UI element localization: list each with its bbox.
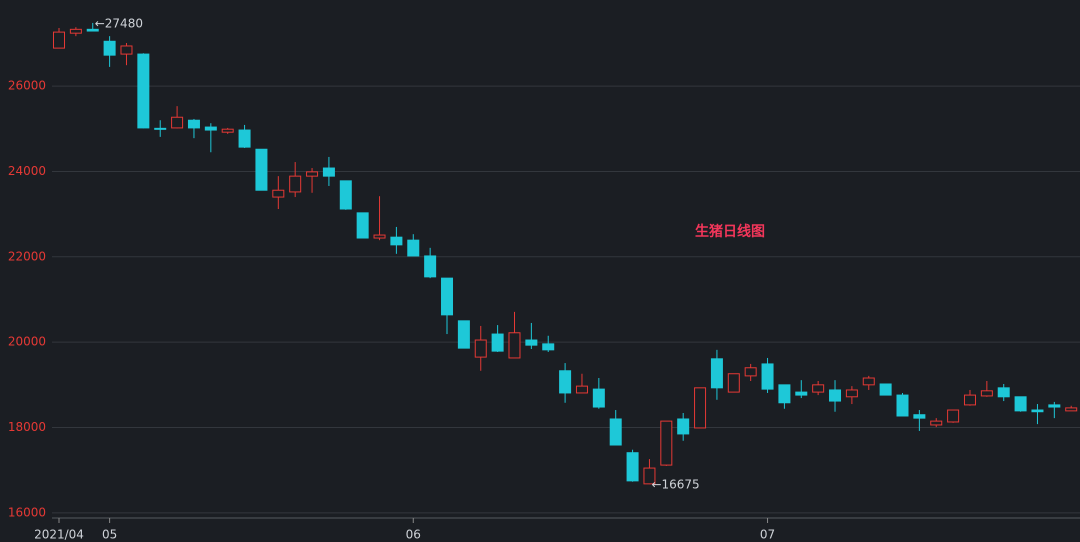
- candle-body: [508, 332, 521, 359]
- candle-body: [778, 384, 791, 404]
- candle-body: [306, 171, 319, 177]
- candle-body: [727, 373, 740, 393]
- candle-body: [53, 31, 65, 49]
- candle-body: [592, 388, 605, 408]
- candle-body: [424, 255, 437, 278]
- candle-body: [812, 384, 825, 393]
- candle-body: [86, 28, 99, 32]
- candle-body: [1048, 404, 1061, 408]
- candle-body: [356, 212, 369, 239]
- candle-body: [997, 387, 1010, 398]
- candle-body: [390, 236, 403, 246]
- candle-body: [457, 320, 470, 349]
- candle-body: [154, 127, 167, 130]
- candle-body: [525, 339, 538, 346]
- candle-body: [339, 180, 352, 210]
- candle-body: [120, 45, 133, 55]
- candle-body: [187, 119, 200, 129]
- candle-body: [322, 167, 335, 177]
- y-tick-label: 18000: [8, 420, 46, 434]
- candle-body: [474, 339, 487, 358]
- candle-body: [373, 234, 386, 239]
- candle-body: [677, 418, 690, 435]
- candle-body: [710, 358, 723, 389]
- candle-body: [255, 148, 268, 191]
- candle-body: [1014, 396, 1027, 412]
- candle-body: [559, 370, 572, 394]
- candle-body: [744, 367, 757, 377]
- candle-body: [542, 343, 555, 351]
- candle-body: [913, 414, 926, 419]
- candle-body: [575, 385, 588, 394]
- x-tick-label: 06: [406, 528, 421, 542]
- candle-body: [694, 387, 707, 429]
- candle-body: [963, 394, 976, 406]
- x-tick-label: 07: [760, 528, 775, 542]
- candle-body: [829, 389, 842, 402]
- candle-body: [947, 409, 960, 423]
- y-tick-label: 22000: [8, 249, 46, 263]
- candle-body: [845, 389, 858, 398]
- candle-body: [238, 129, 251, 148]
- candle-body: [69, 28, 82, 34]
- candle-body: [896, 394, 909, 417]
- candle-body: [137, 53, 150, 129]
- x-tick-label: 2021/04: [34, 528, 84, 542]
- candle-body: [879, 383, 892, 396]
- extreme-label: ←27480: [95, 16, 143, 30]
- candle-body: [1031, 409, 1044, 413]
- candle-body: [289, 175, 302, 193]
- x-tick-label: 05: [102, 528, 117, 542]
- candle-body: [1065, 407, 1078, 412]
- candle-body: [221, 128, 234, 133]
- y-tick-label: 16000: [8, 505, 46, 519]
- candle-body: [441, 277, 454, 316]
- candle-body: [795, 391, 808, 396]
- candle-body: [103, 40, 116, 56]
- candle-body: [980, 390, 993, 397]
- candle-body: [609, 418, 622, 446]
- candle-body: [643, 467, 656, 485]
- candle-body: [862, 377, 875, 386]
- candle-body: [761, 363, 774, 390]
- candle-body: [407, 239, 420, 257]
- candle-body: [930, 420, 943, 426]
- candle-body: [660, 420, 673, 466]
- chart-title: 生猪日线图: [695, 223, 765, 240]
- candle-body: [204, 126, 217, 131]
- candle-body: [171, 116, 184, 129]
- candle-body: [272, 189, 285, 198]
- candle-body: [491, 333, 504, 352]
- extreme-label: ←16675: [651, 478, 699, 492]
- candle-body: [626, 452, 639, 482]
- y-tick-label: 20000: [8, 335, 46, 349]
- y-tick-label: 24000: [8, 164, 46, 178]
- y-tick-label: 26000: [8, 79, 46, 93]
